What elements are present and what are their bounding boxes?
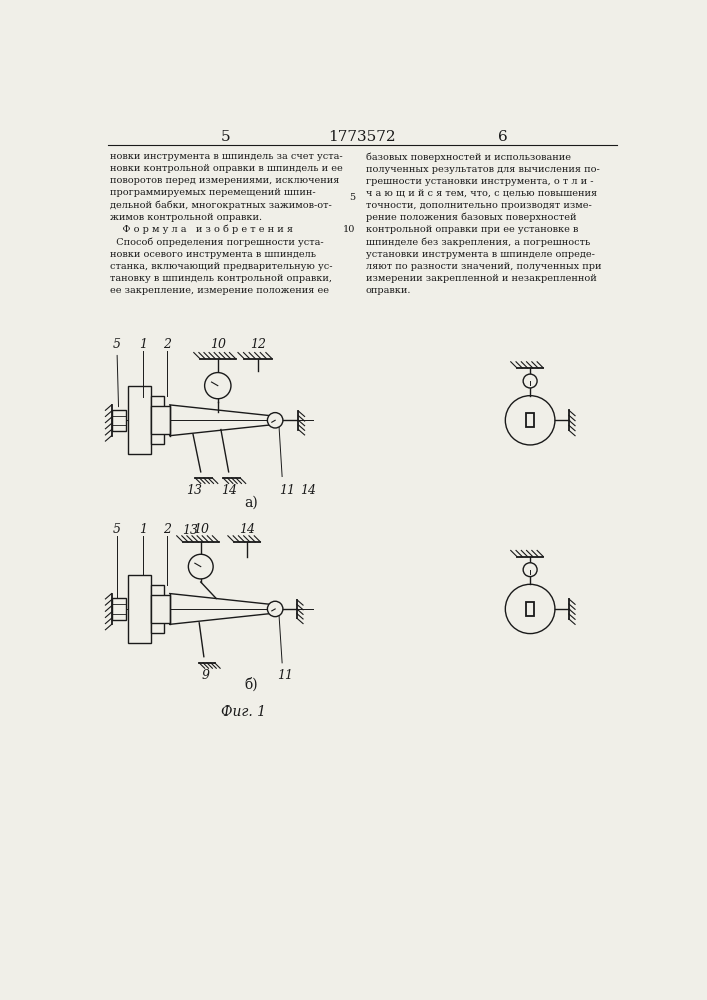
Text: 13: 13 — [187, 484, 202, 497]
Text: 12: 12 — [250, 338, 266, 351]
Text: 14: 14 — [300, 484, 316, 497]
Text: б): б) — [245, 677, 258, 692]
Text: 5: 5 — [113, 523, 121, 536]
Text: 14: 14 — [221, 484, 237, 497]
Text: 2: 2 — [163, 523, 170, 536]
Circle shape — [523, 563, 537, 577]
Bar — [128, 386, 151, 454]
Bar — [526, 413, 534, 427]
Text: 1: 1 — [139, 338, 146, 351]
Text: 10: 10 — [343, 225, 355, 234]
Circle shape — [267, 413, 283, 428]
Text: 5: 5 — [349, 192, 355, 202]
Text: 9: 9 — [201, 669, 209, 682]
Bar — [151, 396, 163, 444]
Circle shape — [267, 601, 283, 617]
Bar — [526, 602, 534, 616]
Text: 5: 5 — [221, 130, 230, 144]
Text: 6: 6 — [498, 130, 508, 144]
Bar — [151, 406, 170, 434]
Circle shape — [506, 396, 555, 445]
Text: 1773572: 1773572 — [328, 130, 396, 144]
Text: Фиг. 1: Фиг. 1 — [221, 705, 266, 719]
Text: 11: 11 — [277, 669, 293, 682]
Text: 11: 11 — [279, 484, 295, 497]
Bar — [151, 595, 170, 623]
Circle shape — [188, 554, 213, 579]
Text: 5: 5 — [113, 338, 121, 351]
Text: базовых поверхностей и использование
полученных результатов для вычисления по-
г: базовых поверхностей и использование пол… — [366, 152, 602, 295]
Text: новки инструмента в шпиндель за счет уста-
новки контрольной оправки в шпиндель : новки инструмента в шпиндель за счет уст… — [110, 152, 343, 295]
Bar — [128, 575, 151, 643]
Circle shape — [523, 374, 537, 388]
Text: 13: 13 — [182, 524, 198, 537]
Bar — [112, 598, 127, 620]
Text: 10: 10 — [210, 338, 226, 351]
Text: 14: 14 — [239, 523, 255, 536]
Text: 2: 2 — [163, 338, 170, 351]
Text: 10: 10 — [193, 523, 209, 536]
Text: а): а) — [244, 496, 258, 510]
Circle shape — [204, 373, 231, 399]
Text: 1: 1 — [139, 523, 146, 536]
Bar — [112, 410, 127, 431]
Bar — [151, 585, 163, 633]
Circle shape — [506, 584, 555, 634]
